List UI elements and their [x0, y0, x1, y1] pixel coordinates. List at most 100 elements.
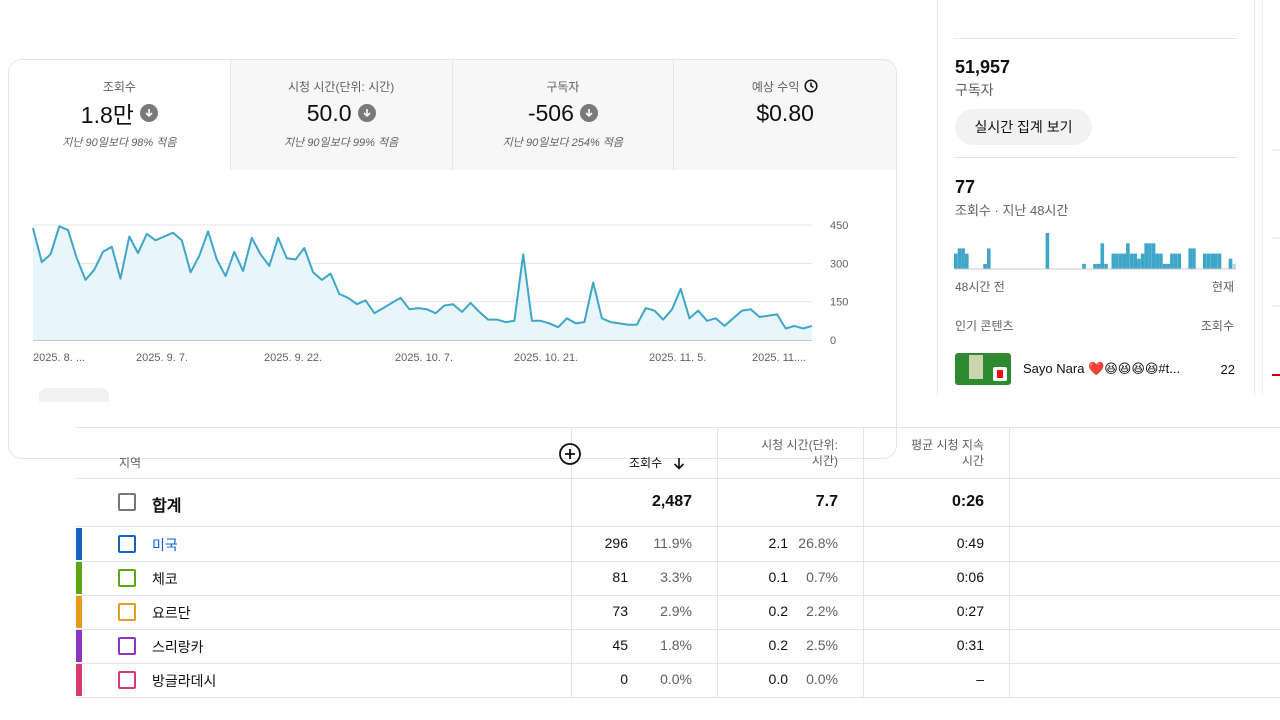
row-checkbox[interactable] [118, 569, 136, 587]
arrow-down-circle-icon [357, 104, 376, 122]
table-row[interactable]: 요르단 73 2.9% 0.2 2.2% 0:27 [76, 595, 1280, 629]
clock-icon [804, 79, 818, 93]
views-percent: 1.8% [660, 637, 692, 653]
total-label: 합계 [152, 498, 182, 515]
tab-revenue[interactable]: 예상 수익 $0.80 [674, 60, 896, 170]
tab-subscribers[interactable]: 구독자 -506 지난 90일보다 254% 적음 [452, 60, 675, 170]
divider [76, 595, 1280, 596]
views-percent: 0.0% [660, 671, 692, 687]
popular-views-column-label: 조회수 [1200, 319, 1234, 333]
x-tick-label: 2025. 9. 7. [136, 352, 188, 364]
views-value: 45 [612, 637, 628, 653]
total-avg-duration: 0:26 [951, 493, 984, 510]
divider [76, 697, 1280, 698]
total-views: 2,487 [651, 493, 692, 510]
views-chart-svg: 450 300 150 0 2025. 8. ... 2025. 9. 7. 2025. 9… [32, 220, 848, 364]
column-header-region[interactable]: 지역 [119, 456, 142, 470]
realtime-bar [1115, 253, 1119, 269]
realtime-axis-end: 현재 [1211, 280, 1234, 294]
realtime-bar-chart [954, 233, 1236, 270]
realtime-bar [1151, 243, 1156, 269]
total-checkbox[interactable] [118, 493, 136, 511]
x-tick-label: 2025. 11.... [752, 352, 806, 364]
realtime-bar [1082, 263, 1086, 269]
divider [571, 427, 572, 698]
realtime-bar [961, 248, 965, 269]
watch-time-percent: 26.8% [798, 535, 838, 551]
region-table: 지역 조회수 시청 시간(단위: 시간) 평균 시청 지속 시간 합계 2,48… [76, 427, 1280, 700]
country-name[interactable]: 미국 [152, 537, 178, 553]
realtime-bar [1118, 253, 1123, 269]
avg-duration-value: – [976, 671, 984, 687]
x-tick-label: 2025. 10. 21. [514, 352, 578, 364]
divider [717, 427, 718, 698]
watch-time-percent: 0.0% [806, 671, 838, 687]
column-header-line: 시간 [961, 454, 984, 468]
row-checkbox[interactable] [118, 637, 136, 655]
realtime-bar [1100, 243, 1105, 269]
table-row[interactable]: 체코 81 3.3% 0.1 0.7% 0:06 [76, 561, 1280, 595]
live-count-button[interactable]: 실시간 집계 보기 [955, 109, 1092, 145]
realtime-panel: 51,957 구독자 실시간 집계 보기 77 조회수 · 지난 48시간 48… [937, 0, 1255, 395]
realtime-bar [1126, 243, 1130, 269]
column-header-watch-time[interactable]: 시청 시간(단위: 시간) [726, 437, 838, 469]
arrow-down-circle-icon [579, 104, 598, 122]
row-checkbox[interactable] [118, 603, 136, 621]
country-name[interactable]: 방글라데시 [152, 673, 217, 689]
sort-descending-icon [674, 458, 685, 470]
realtime-bar [1144, 243, 1148, 269]
table-row[interactable]: 방글라데시 0 0.0% 0.0 0.0% – [76, 663, 1280, 697]
realtime-bar [1137, 258, 1141, 269]
x-tick-label: 2025. 9. 22. [264, 352, 322, 364]
metric-comparison: 지난 90일보다 254% 적음 [502, 137, 624, 149]
metric-value: 50.0 [306, 99, 352, 126]
table-row[interactable]: 스리랑카 45 1.8% 0.2 2.5% 0:31 [76, 629, 1280, 663]
realtime-bar [983, 263, 987, 269]
table-row[interactable]: 미국 296 11.9% 2.1 26.8% 0:49 [76, 527, 1280, 561]
realtime-bar [1173, 253, 1178, 269]
divider [954, 157, 1237, 158]
country-name[interactable]: 스리랑카 [152, 639, 204, 655]
column-header-views[interactable]: 조회수 [629, 455, 685, 471]
watch-time-value: 2.1 [768, 535, 788, 551]
column-header-avg-duration[interactable]: 평균 시청 지속 시간 [876, 437, 984, 469]
country-name[interactable]: 체코 [152, 571, 178, 587]
realtime-bar [1122, 253, 1127, 269]
divider [863, 427, 864, 698]
realtime-bar [1148, 243, 1152, 269]
series-color-bar [76, 630, 82, 662]
popular-content-label: 인기 콘텐츠 [955, 319, 1014, 333]
series-color-bar [76, 562, 82, 594]
series-line [32, 225, 813, 330]
country-name[interactable]: 요르단 [152, 605, 191, 621]
realtime-bar [1155, 253, 1159, 269]
clipped-panel-edge [1262, 0, 1280, 395]
series-color-bar [76, 664, 82, 696]
row-checkbox[interactable] [118, 671, 136, 689]
avg-duration-value: 0:06 [956, 569, 984, 585]
add-column-icon[interactable] [558, 442, 582, 466]
watch-time-value: 0.1 [768, 569, 788, 585]
tab-watch-time[interactable]: 시청 시간(단위: 시간) 50.0 지난 90일보다 99% 적음 [230, 60, 453, 170]
metric-label: 예상 수익 [751, 79, 800, 94]
views-percent: 2.9% [660, 603, 692, 619]
watch-time-percent: 2.2% [806, 603, 838, 619]
date-chip[interactable] [39, 388, 109, 402]
tab-views[interactable]: 조회수 1.8만 지난 90일보다 98% 적음 [9, 60, 231, 170]
y-tick-label: 450 [830, 220, 848, 232]
x-tick-label: 2025. 11. 5. [649, 352, 706, 364]
row-checkbox[interactable] [118, 535, 136, 553]
views-chart: 450 300 150 0 2025. 8. ... 2025. 9. 7. 2025. 9… [9, 170, 896, 458]
video-thumbnail[interactable] [955, 353, 1011, 385]
avg-duration-value: 0:31 [956, 637, 984, 653]
metric-label: 구독자 [546, 79, 580, 94]
watch-time-value: 0.0 [768, 671, 788, 687]
metric-value: $0.80 [756, 99, 814, 126]
realtime-bar [1111, 253, 1116, 269]
realtime-bar [1203, 253, 1207, 269]
popular-video-row[interactable]: Sayo Nara ❤️😆😆😆😆#t... 22 [955, 352, 1237, 386]
metric-value: -506 [527, 99, 574, 126]
realtime-bar [1159, 253, 1163, 269]
realtime-bar [1140, 253, 1145, 269]
video-title[interactable]: Sayo Nara ❤️😆😆😆😆#t... [1023, 361, 1181, 376]
